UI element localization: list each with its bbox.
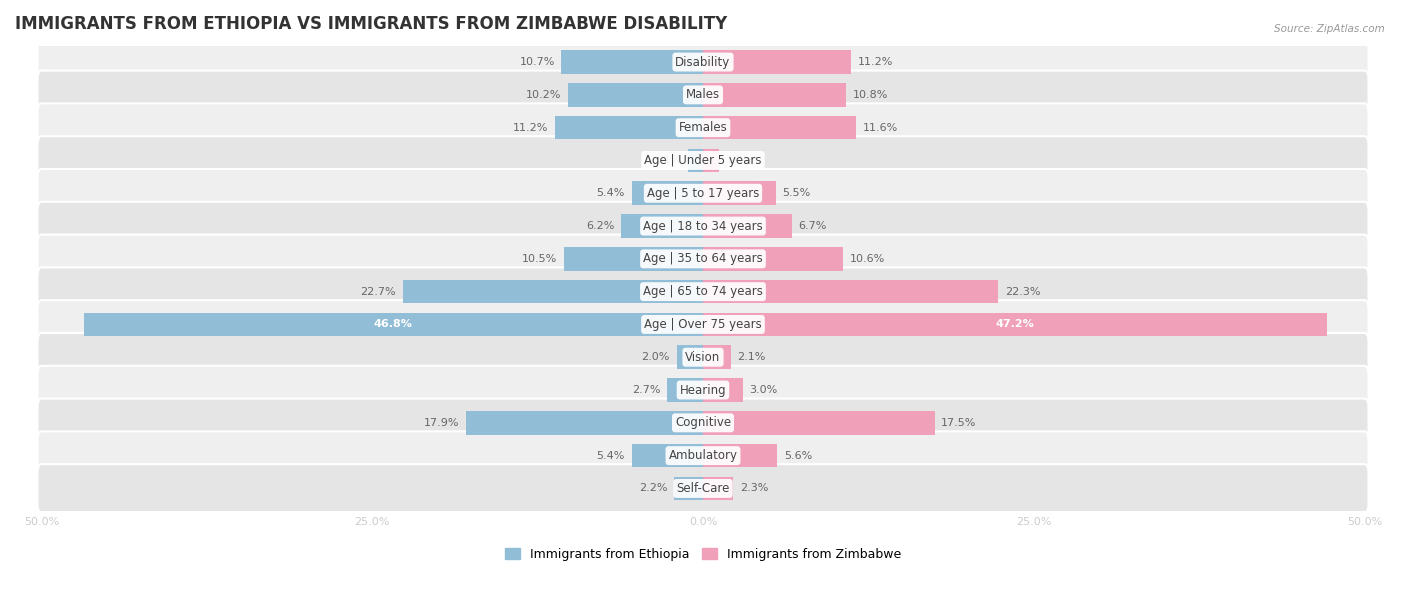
Text: Disability: Disability bbox=[675, 56, 731, 69]
Bar bbox=[561, 50, 703, 74]
Bar bbox=[568, 83, 703, 106]
Bar bbox=[402, 280, 703, 304]
Text: 47.2%: 47.2% bbox=[995, 319, 1035, 329]
Bar bbox=[689, 149, 703, 172]
FancyBboxPatch shape bbox=[38, 38, 1368, 86]
Text: Females: Females bbox=[679, 121, 727, 134]
Text: 10.2%: 10.2% bbox=[526, 90, 561, 100]
Text: 22.3%: 22.3% bbox=[1005, 286, 1040, 297]
Bar bbox=[703, 345, 731, 369]
Text: 5.4%: 5.4% bbox=[596, 450, 624, 461]
Bar bbox=[703, 378, 742, 402]
FancyBboxPatch shape bbox=[38, 431, 1368, 480]
FancyBboxPatch shape bbox=[38, 300, 1368, 349]
Text: 1.1%: 1.1% bbox=[654, 155, 682, 165]
Text: 10.8%: 10.8% bbox=[852, 90, 887, 100]
Bar bbox=[703, 477, 734, 500]
Text: 1.2%: 1.2% bbox=[725, 155, 754, 165]
Bar bbox=[631, 181, 703, 205]
Text: Cognitive: Cognitive bbox=[675, 416, 731, 430]
Text: 3.0%: 3.0% bbox=[749, 385, 778, 395]
FancyBboxPatch shape bbox=[38, 103, 1368, 152]
Bar bbox=[703, 83, 846, 106]
Text: 5.4%: 5.4% bbox=[596, 188, 624, 198]
Text: 11.6%: 11.6% bbox=[863, 122, 898, 133]
Text: 10.5%: 10.5% bbox=[522, 254, 557, 264]
FancyBboxPatch shape bbox=[38, 333, 1368, 381]
Bar bbox=[676, 345, 703, 369]
Bar bbox=[703, 50, 851, 74]
Bar bbox=[703, 280, 998, 304]
Text: 5.5%: 5.5% bbox=[782, 188, 811, 198]
Text: Age | Under 5 years: Age | Under 5 years bbox=[644, 154, 762, 167]
FancyBboxPatch shape bbox=[38, 366, 1368, 414]
Bar bbox=[631, 444, 703, 468]
Text: Hearing: Hearing bbox=[679, 384, 727, 397]
Bar bbox=[703, 247, 844, 271]
Bar bbox=[703, 214, 792, 238]
Bar bbox=[703, 444, 778, 468]
Text: Vision: Vision bbox=[685, 351, 721, 364]
Text: 2.7%: 2.7% bbox=[633, 385, 661, 395]
Text: Age | 5 to 17 years: Age | 5 to 17 years bbox=[647, 187, 759, 200]
Text: 17.9%: 17.9% bbox=[425, 418, 460, 428]
Bar bbox=[703, 116, 856, 140]
Bar bbox=[703, 149, 718, 172]
Bar bbox=[621, 214, 703, 238]
Legend: Immigrants from Ethiopia, Immigrants from Zimbabwe: Immigrants from Ethiopia, Immigrants fro… bbox=[501, 543, 905, 565]
Text: 6.7%: 6.7% bbox=[799, 221, 827, 231]
Text: Age | 35 to 64 years: Age | 35 to 64 years bbox=[643, 252, 763, 266]
Bar bbox=[84, 313, 703, 336]
Bar bbox=[564, 247, 703, 271]
Bar bbox=[555, 116, 703, 140]
Text: 2.2%: 2.2% bbox=[638, 483, 668, 493]
Bar bbox=[673, 477, 703, 500]
Bar bbox=[703, 411, 935, 435]
Text: IMMIGRANTS FROM ETHIOPIA VS IMMIGRANTS FROM ZIMBABWE DISABILITY: IMMIGRANTS FROM ETHIOPIA VS IMMIGRANTS F… bbox=[15, 15, 727, 33]
FancyBboxPatch shape bbox=[38, 398, 1368, 447]
Text: 10.6%: 10.6% bbox=[849, 254, 886, 264]
Text: Age | Over 75 years: Age | Over 75 years bbox=[644, 318, 762, 331]
FancyBboxPatch shape bbox=[38, 267, 1368, 316]
Text: 22.7%: 22.7% bbox=[360, 286, 396, 297]
Bar bbox=[703, 313, 1327, 336]
Text: 2.3%: 2.3% bbox=[740, 483, 769, 493]
FancyBboxPatch shape bbox=[38, 169, 1368, 217]
Text: 6.2%: 6.2% bbox=[586, 221, 614, 231]
Text: 17.5%: 17.5% bbox=[941, 418, 977, 428]
FancyBboxPatch shape bbox=[38, 202, 1368, 250]
Bar bbox=[467, 411, 703, 435]
Text: 2.1%: 2.1% bbox=[737, 353, 766, 362]
Text: 5.6%: 5.6% bbox=[783, 450, 811, 461]
FancyBboxPatch shape bbox=[38, 464, 1368, 513]
FancyBboxPatch shape bbox=[38, 70, 1368, 119]
Text: Ambulatory: Ambulatory bbox=[668, 449, 738, 462]
Bar bbox=[668, 378, 703, 402]
Text: Self-Care: Self-Care bbox=[676, 482, 730, 495]
Text: Males: Males bbox=[686, 88, 720, 102]
Text: Age | 18 to 34 years: Age | 18 to 34 years bbox=[643, 220, 763, 233]
FancyBboxPatch shape bbox=[38, 136, 1368, 185]
Text: 10.7%: 10.7% bbox=[519, 57, 555, 67]
Text: Source: ZipAtlas.com: Source: ZipAtlas.com bbox=[1274, 24, 1385, 34]
Text: 11.2%: 11.2% bbox=[858, 57, 893, 67]
Bar bbox=[703, 181, 776, 205]
Text: 11.2%: 11.2% bbox=[513, 122, 548, 133]
Text: 2.0%: 2.0% bbox=[641, 353, 669, 362]
Text: Age | 65 to 74 years: Age | 65 to 74 years bbox=[643, 285, 763, 298]
Text: 46.8%: 46.8% bbox=[374, 319, 413, 329]
FancyBboxPatch shape bbox=[38, 234, 1368, 283]
